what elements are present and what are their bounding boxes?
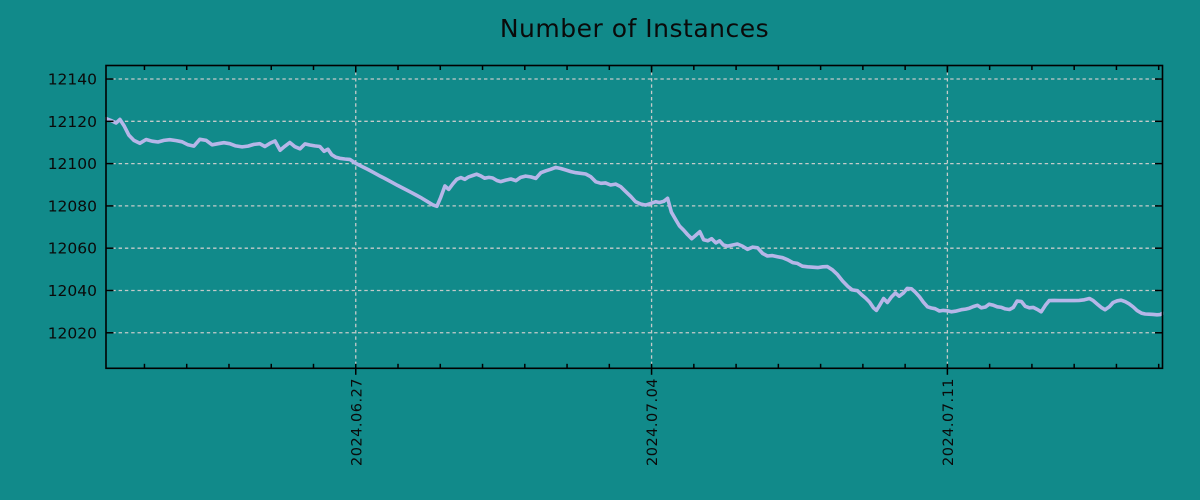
svg-text:12120: 12120 [48, 113, 97, 131]
x-axis-labels: 2024.06.27 2024.07.04 2024.07.11 [349, 378, 957, 466]
gridlines [106, 65, 1163, 369]
plot-border [105, 64, 1164, 370]
svg-text:2024.07.04: 2024.07.04 [645, 378, 661, 466]
series-line [105, 116, 1164, 317]
svg-text:12020: 12020 [48, 324, 97, 342]
svg-text:12040: 12040 [48, 282, 97, 300]
svg-text:2024.07.11: 2024.07.11 [941, 378, 957, 466]
chart-title: Number of Instances [499, 14, 770, 43]
svg-text:12140: 12140 [48, 71, 97, 89]
svg-text:2024.06.27: 2024.06.27 [349, 378, 365, 466]
svg-text:12060: 12060 [48, 240, 97, 258]
y-axis-labels: 12020 12040 12060 12080 12100 12120 12140 [48, 71, 97, 343]
tick-marks [106, 65, 1163, 375]
svg-text:12080: 12080 [48, 197, 97, 215]
svg-text:12100: 12100 [48, 155, 97, 173]
